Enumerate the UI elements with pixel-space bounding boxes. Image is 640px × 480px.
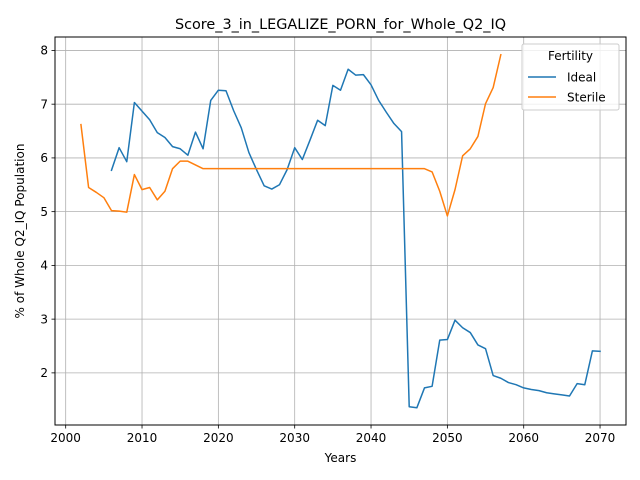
x-tick-label: 2060 [508,431,539,445]
y-axis-label: % of Whole Q2_IQ Population [13,144,27,319]
x-axis-ticks: 2000 2010 2020 2030 2040 2050 2060 2070 [50,425,615,445]
chart-title: Score_3_in_LEGALIZE_PORN_for_Whole_Q2_IQ [175,17,506,33]
legend-title: Fertility [548,49,593,63]
y-tick-label: 5 [40,205,48,219]
series-line-sterile [80,53,502,217]
series-layer [80,53,601,409]
x-tick-label: 2050 [432,431,463,445]
x-tick-label: 2070 [585,431,616,445]
legend-entries: Ideal Sterile [528,70,606,104]
y-tick-label: 2 [40,366,48,380]
series-line-ideal [110,68,601,409]
x-tick-label: 2020 [203,431,234,445]
x-axis-label: Years [324,451,357,465]
x-tick-label: 2040 [356,431,387,445]
y-axis-ticks: 2 3 4 5 6 7 8 [40,44,55,380]
x-tick-label: 2010 [127,431,158,445]
legend: Fertility Ideal Sterile [521,43,620,111]
y-tick-label: 6 [40,151,48,165]
x-tick-label: 2030 [279,431,310,445]
plot-frame [54,36,627,426]
y-tick-label: 3 [40,312,48,326]
y-tick-label: 4 [40,259,48,273]
legend-box [521,43,620,111]
x-tick-label: 2000 [50,431,81,445]
y-tick-label: 7 [40,97,48,111]
y-tick-label: 8 [40,44,48,58]
y-grid [55,50,626,374]
legend-label-ideal: Ideal [567,70,596,84]
legend-label-sterile: Sterile [567,90,606,104]
